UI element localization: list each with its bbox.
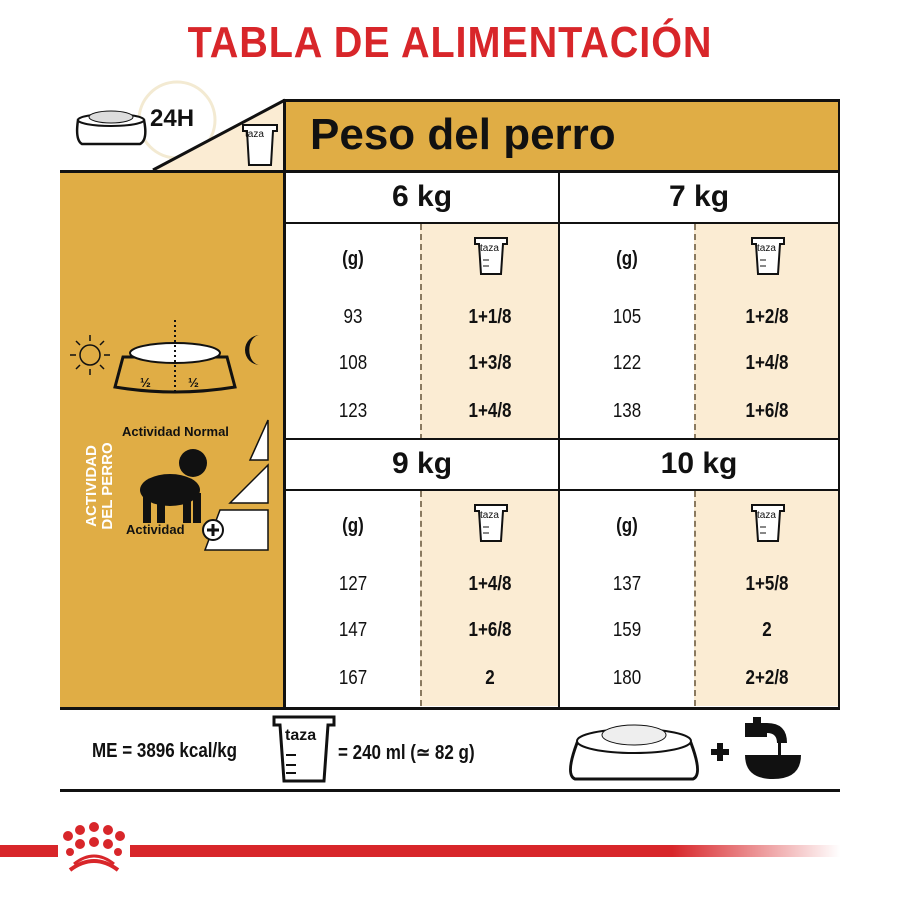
cups-column: taza 1+4/8 1+6/8 2 — [420, 491, 558, 706]
cup-icon: taza — [750, 503, 786, 548]
plus-icon — [711, 743, 729, 761]
cups-value: 1+5/8 — [745, 573, 789, 595]
activity-normal-label: Actividad Normal — [122, 424, 229, 439]
weight-header: 10 kg — [560, 440, 838, 489]
weight-table: (g) 137 159 180 taza 1+5/8 2 2+2/8 — [560, 489, 838, 706]
period-label: 24H — [150, 105, 195, 132]
cups-value: 2+2/8 — [745, 667, 789, 689]
energy-value: ME = 3896 kcal/kg — [92, 740, 238, 762]
weight-table: (g) 105 122 138 taza 1+2/8 1+4/8 1+6/8 — [560, 222, 838, 440]
cups-value: 1+6/8 — [468, 619, 512, 641]
cup-icon: taza — [750, 236, 786, 281]
dog-silhouette-icon — [140, 449, 207, 523]
grams-header: (g) — [616, 248, 638, 270]
cup-icon — [272, 715, 336, 783]
grams-column: (g) 127 147 167 — [286, 491, 420, 706]
cups-value: 1+4/8 — [468, 400, 512, 422]
weight-header: 9 kg — [286, 440, 558, 489]
grams-value: 167 — [338, 667, 368, 689]
grams-header: (g) — [342, 248, 364, 270]
activity-sidebar — [60, 173, 283, 707]
cup-icon: taza — [473, 503, 509, 548]
half-right: ½ — [188, 375, 199, 390]
sun-icon — [70, 335, 110, 375]
sidebar-illustrations — [70, 320, 269, 551]
grams-header: (g) — [616, 515, 638, 537]
grams-value: 108 — [338, 352, 368, 374]
brand-bar — [0, 845, 840, 857]
cups-column: taza 1+2/8 1+4/8 1+6/8 — [694, 224, 838, 440]
food-bowl-icon — [75, 110, 147, 146]
weight-table: (g) 127 147 167 taza 1+4/8 1+6/8 2 — [286, 489, 558, 706]
weight-table: (g) 93 108 123 taza 1+1/8 1+3/8 1+4/8 — [286, 222, 558, 440]
cups-column: taza 1+5/8 2 2+2/8 — [694, 491, 838, 706]
cups-value: 1+3/8 — [468, 352, 512, 374]
activity-plus-label: Actividad — [126, 522, 185, 537]
grams-header: (g) — [342, 515, 364, 537]
half-left: ½ — [140, 375, 151, 390]
grams-column: (g) 93 108 123 — [286, 224, 420, 440]
weight-header: 7 kg — [560, 173, 838, 222]
grams-value: 159 — [612, 619, 642, 641]
header-corner — [75, 80, 286, 172]
moon-icon — [245, 335, 260, 365]
weight-title: Peso del perro — [310, 110, 616, 159]
cup-label: taza — [285, 727, 317, 744]
bowl-water-illustration — [569, 717, 801, 781]
cups-value: 1+2/8 — [745, 306, 789, 328]
grams-column: (g) 137 159 180 — [560, 491, 694, 706]
water-tap-icon — [745, 717, 801, 779]
page-title: TABLA DE ALIMENTACIÓN — [187, 18, 713, 67]
grams-value: 127 — [338, 573, 368, 595]
grams-value: 105 — [612, 306, 642, 328]
cups-value: 1+6/8 — [745, 400, 789, 422]
food-bowl-icon — [569, 724, 699, 781]
cups-value: 1+4/8 — [468, 573, 512, 595]
cup-equivalence: = 240 ml (≃ 82 g) — [338, 742, 475, 764]
grams-value: 93 — [343, 306, 363, 328]
cups-value: 1+1/8 — [468, 306, 512, 328]
grams-column: (g) 105 122 138 — [560, 224, 694, 440]
grams-value: 123 — [338, 400, 368, 422]
weight-header: 6 kg — [286, 173, 558, 222]
cup-icon: taza — [473, 236, 509, 281]
weight-title-bar: Peso del perro — [285, 102, 838, 170]
cups-value: 2 — [762, 619, 772, 641]
food-bowl-split-icon — [113, 320, 237, 395]
grams-value: 180 — [612, 667, 642, 689]
grams-value: 122 — [612, 352, 642, 374]
cups-value: 2 — [485, 667, 495, 689]
plus-circle-icon — [202, 519, 224, 541]
cups-value: 1+4/8 — [745, 352, 789, 374]
cup-icon — [242, 124, 278, 166]
grams-value: 138 — [612, 400, 642, 422]
cups-column: taza 1+1/8 1+3/8 1+4/8 — [420, 224, 558, 440]
grams-value: 147 — [338, 619, 368, 641]
cup-label: taza — [245, 129, 264, 140]
grams-value: 137 — [612, 573, 642, 595]
royal-canin-crown-logo — [58, 822, 130, 877]
